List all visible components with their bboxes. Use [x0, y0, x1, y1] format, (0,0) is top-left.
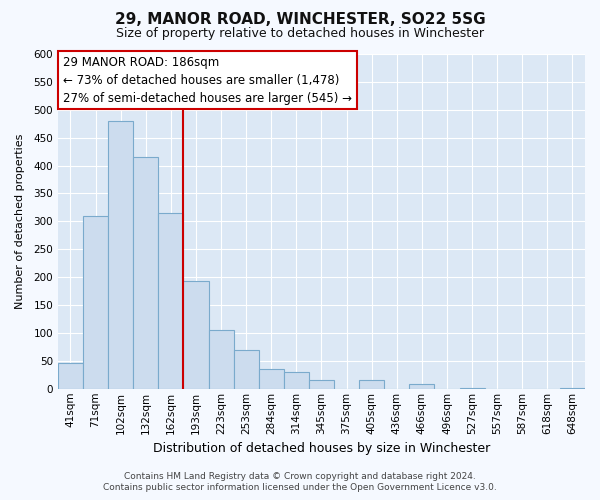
Bar: [233, 350, 259, 389]
Bar: [259, 369, 284, 389]
Text: Contains HM Land Registry data © Crown copyright and database right 2024.
Contai: Contains HM Land Registry data © Crown c…: [103, 472, 497, 492]
Bar: [560, 388, 585, 389]
Bar: [409, 384, 434, 389]
Bar: [108, 121, 133, 389]
Bar: [184, 281, 209, 389]
Bar: [133, 157, 158, 389]
X-axis label: Distribution of detached houses by size in Winchester: Distribution of detached houses by size …: [153, 442, 490, 455]
Bar: [58, 362, 83, 389]
Text: Size of property relative to detached houses in Winchester: Size of property relative to detached ho…: [116, 28, 484, 40]
Bar: [460, 388, 485, 389]
Bar: [359, 380, 384, 389]
Bar: [158, 213, 184, 389]
Text: 29 MANOR ROAD: 186sqm
← 73% of detached houses are smaller (1,478)
27% of semi-d: 29 MANOR ROAD: 186sqm ← 73% of detached …: [63, 56, 352, 104]
Bar: [284, 372, 309, 389]
Bar: [209, 330, 233, 389]
Bar: [83, 216, 108, 389]
Text: 29, MANOR ROAD, WINCHESTER, SO22 5SG: 29, MANOR ROAD, WINCHESTER, SO22 5SG: [115, 12, 485, 28]
Bar: [309, 380, 334, 389]
Y-axis label: Number of detached properties: Number of detached properties: [15, 134, 25, 309]
